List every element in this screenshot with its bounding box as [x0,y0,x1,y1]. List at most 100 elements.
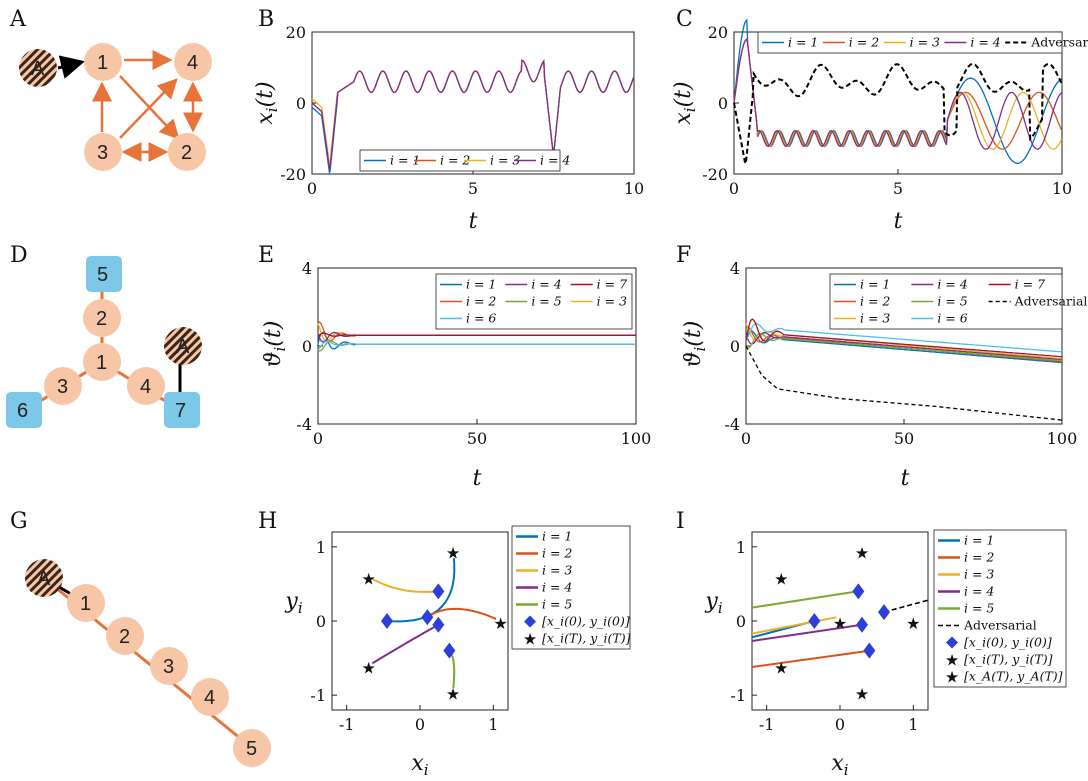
legend-label: i = 7 [1015,277,1045,292]
series-line-c-adversarial [733,63,1063,168]
legend-star-icon: ★ [945,651,959,670]
trajectory-h [371,577,439,593]
node-label-3: 3 [97,142,108,164]
final-position-star: ★ [855,684,869,703]
chart-h: -1 0 1 1 0 -1 ★ ★ ★ ★ ★ i = 1 i = 2 i = 3 i = 4 i = 5 [x… [284,525,631,779]
x-axis-label: t [901,466,910,491]
series-line-f [745,322,1063,353]
legend-label: i = 2 [849,35,879,50]
initial-position-diamond [432,616,445,633]
y-tick-label: 4 [730,259,740,278]
legend-label: i = 4 [970,35,1000,50]
legend-label: i = 2 [860,294,890,309]
legend-label: i = 1 [542,529,572,544]
x-tick-label: 10 [624,179,644,198]
trajectory-i [751,616,837,635]
y-tick-label: 1 [316,538,326,557]
series-line-f [745,330,1063,364]
series-line-c [733,37,1063,150]
series-line-e [317,332,636,337]
x-tick-label: 1 [488,715,498,734]
node-label-d5: 5 [97,264,108,286]
legend-box [435,273,633,330]
node-5-g [233,729,271,767]
node-label-a: A [31,58,45,80]
series-line-b [311,59,635,166]
trajectory-i [751,623,863,642]
legend-label: i = 2 [964,550,994,565]
y-tick-label: 0 [736,612,746,631]
legend-label: i = 1 [390,153,420,168]
legend-label: i = 3 [542,563,572,578]
x-tick-label: 100 [1047,429,1078,448]
legend-label: [x_i(T), y_i(T)] [542,631,631,646]
node-label-d7: 7 [175,400,186,422]
y-axis-label: xi(t) [671,81,699,124]
final-position-star: ★ [855,544,869,563]
panel-label-d: D [10,243,28,268]
legend-box [359,149,561,172]
x-tick-label: 5 [468,179,478,198]
final-position-star: ★ [361,659,375,678]
y-tick-label: 4 [302,259,312,278]
panel-label-f: F [676,243,691,268]
legend-label: i = 6 [937,311,967,326]
legend-label: i = 2 [542,546,572,561]
trajectory-i [751,649,870,668]
x-tick-label: -1 [759,715,775,734]
network-d: 5 2 1 3 4 6 7 A [6,256,202,428]
legend-label: [x_i(0), y_i(0)] [542,614,630,629]
node-2-a [168,133,206,171]
legend-label: i = 3 [964,567,994,582]
legend-label: i = 2 [440,153,470,168]
y-tick-label: 0 [730,337,740,356]
legend-label: i = 4 [531,277,561,292]
panel-label-a: A [9,7,27,32]
chart-i: -1 0 110-1★★★★★★i = 1i = 2i = 3i = 4i = 5A… [704,529,1067,779]
legend-label: [x_i(0), y_i(0)] [964,635,1052,650]
plot-frame [331,531,509,711]
legend-diamond-icon [946,636,958,649]
legend-star-icon: ★ [523,630,537,649]
y-tick-label: 0 [316,612,326,631]
edge-3-to-4 [119,78,178,139]
panel-label-b: B [258,7,274,32]
y-axis-label: yi [284,589,302,617]
y-tick-label: 1 [736,538,746,557]
x-tick-label: 0 [307,179,317,198]
y-tick-label: 0 [296,94,306,113]
node-1-a [84,43,122,81]
node-4-g [191,678,229,716]
legend-label: i = 4 [964,584,994,599]
x-tick-label: 0 [313,429,323,448]
legend-label: Adversarial [963,618,1037,633]
legend-label: i = 1 [466,277,496,292]
legend-box [757,31,1063,54]
y-tick-label: 0 [718,94,728,113]
node-1-g [67,584,105,622]
series-line-f [745,332,1063,361]
node-label-g2: 2 [119,626,130,648]
legend-label: i = 4 [540,153,570,168]
network-a: A 1 4 3 2 [19,43,212,171]
y-tick-label: -4 [296,415,312,434]
legend-label: i = 2 [466,294,496,309]
series-line-e [317,340,636,352]
final-position-star: ★ [906,614,920,633]
node-6-d [6,392,42,428]
y-axis-label: xi(t) [253,81,281,124]
node-label-d4: 4 [140,376,151,398]
node-label-g3: 3 [163,656,174,678]
y-tick-label: -4 [724,415,740,434]
y-tick-label: 20 [708,23,728,42]
legend-label: i = 4 [937,277,967,292]
node-label-ga: A [37,568,51,590]
initial-position-diamond [852,583,865,600]
final-position-star: ★ [446,684,460,703]
node-label-2: 2 [181,142,192,164]
x-axis-label: t [894,209,903,234]
